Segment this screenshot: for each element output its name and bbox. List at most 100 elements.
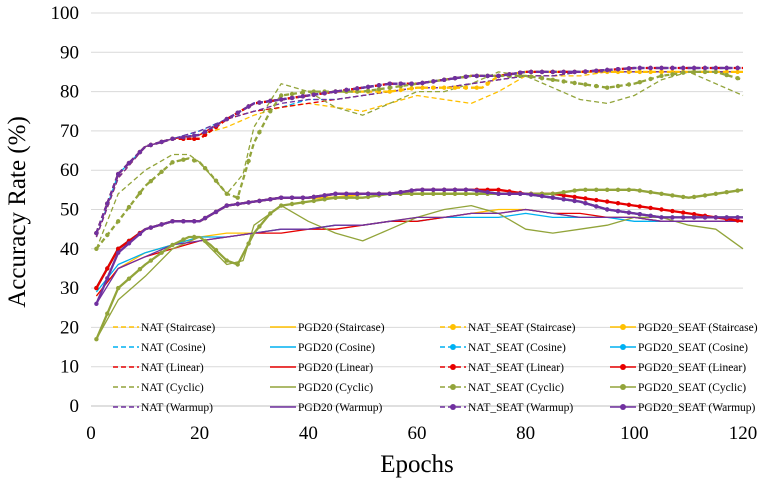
data-point [615, 67, 621, 72]
data-point [431, 187, 436, 192]
data-point [637, 80, 642, 85]
data-point [246, 200, 251, 205]
data-point [365, 191, 371, 196]
data-point [550, 191, 555, 196]
legend-label: PGD20 (Warmup) [298, 402, 383, 414]
series-nat-seat-cyclic [94, 69, 744, 251]
data-point [126, 160, 132, 166]
data-point [116, 246, 121, 251]
data-point [398, 87, 403, 93]
data-point [648, 190, 653, 195]
data-point [159, 222, 164, 227]
data-point [528, 192, 534, 197]
x-tick-label: 0 [86, 423, 96, 444]
data-point [322, 91, 327, 96]
data-point [116, 171, 121, 177]
y-tick-label: 70 [60, 121, 79, 142]
data-point [681, 70, 686, 75]
data-point [626, 69, 632, 75]
data-point [105, 311, 110, 316]
data-point [126, 204, 132, 210]
data-point [637, 204, 642, 209]
data-point [289, 201, 295, 207]
data-point [605, 199, 610, 204]
data-point [615, 83, 621, 89]
data-point [137, 267, 143, 272]
y-tick-label: 100 [51, 3, 80, 24]
data-point [126, 241, 132, 246]
data-point [691, 215, 697, 220]
data-point [202, 215, 208, 221]
data-point [735, 76, 740, 81]
data-point [387, 191, 392, 196]
x-tick-label: 80 [516, 423, 535, 444]
data-point [572, 198, 577, 204]
legend-marker [450, 384, 456, 390]
series-pgd20-warmup [95, 208, 743, 305]
data-point [365, 84, 371, 90]
data-point [257, 198, 262, 204]
data-point [507, 72, 512, 77]
data-point [431, 85, 436, 90]
data-point [387, 89, 392, 94]
data-point [116, 285, 121, 291]
data-point [279, 195, 284, 200]
data-point [224, 191, 229, 196]
data-point [485, 190, 490, 195]
data-point [333, 89, 338, 94]
data-point [735, 69, 740, 75]
data-point [387, 81, 392, 86]
data-point [105, 276, 110, 281]
legend-label: NAT_SEAT (Cosine) [468, 342, 566, 354]
data-point [561, 193, 566, 198]
series-layer [94, 65, 744, 342]
data-point [463, 74, 469, 79]
data-point [724, 65, 729, 71]
data-point [463, 85, 469, 90]
data-point [583, 187, 588, 192]
data-point [561, 79, 566, 84]
data-point [474, 85, 479, 90]
data-point [681, 215, 686, 220]
data-point [474, 188, 479, 193]
data-point [583, 196, 588, 201]
data-point [659, 69, 664, 75]
data-point [572, 80, 577, 86]
data-point [148, 225, 153, 230]
data-point [626, 66, 632, 71]
legend-marker [620, 324, 626, 330]
data-point [724, 69, 729, 75]
data-point [105, 266, 110, 271]
data-point [442, 85, 447, 90]
data-point [376, 83, 382, 88]
data-point [398, 81, 403, 86]
data-point [159, 250, 164, 255]
data-point [257, 100, 262, 105]
y-tick-label: 50 [60, 200, 79, 221]
data-point [670, 72, 675, 77]
data-point [724, 215, 729, 220]
series-line [95, 188, 744, 340]
legend-label: NAT (Cosine) [141, 342, 206, 354]
legend-label: PGD20_SEAT (Cosine) [638, 342, 748, 354]
data-point [192, 158, 197, 163]
x-axis-title: Epochs [380, 451, 454, 478]
data-point [376, 191, 382, 196]
data-point [702, 193, 708, 198]
data-point [431, 191, 436, 196]
data-point [626, 82, 632, 87]
x-tick-label: 60 [408, 423, 427, 444]
data-point [724, 72, 729, 78]
data-point [594, 204, 599, 209]
series-nat-staircase [95, 71, 743, 238]
data-point [626, 210, 632, 215]
data-point [137, 231, 143, 237]
legend: NAT (Staircase) PGD20 (Staircase) NAT_SEAT… [113, 322, 758, 414]
legend-marker [450, 364, 456, 370]
data-point [659, 207, 664, 212]
data-point [615, 187, 621, 192]
legend-marker [620, 364, 626, 370]
y-tick-label: 10 [60, 357, 79, 378]
data-point [126, 276, 132, 281]
